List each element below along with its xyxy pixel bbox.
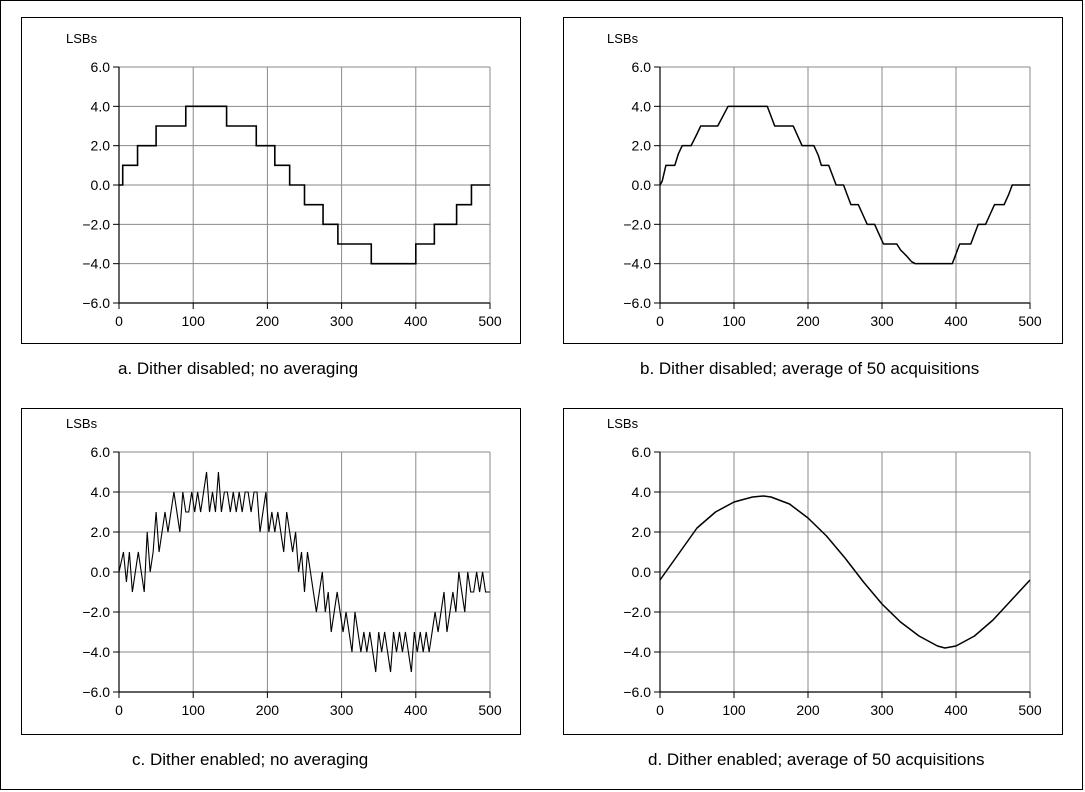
chart-d-ytick-label: 4.0 — [632, 484, 652, 500]
chart-d-xtick-label: 200 — [796, 702, 820, 718]
chart-a-xtick-label: 200 — [256, 313, 280, 329]
chart-c-xtick-label: 400 — [404, 702, 428, 718]
chart-d-xtick-label: 0 — [656, 702, 664, 718]
caption-d: d. Dither enabled; average of 50 acquisi… — [648, 750, 985, 769]
chart-a-series-line — [119, 105, 490, 265]
panel-b-frame — [563, 17, 1063, 344]
chart-a: 6.0 4.0 2.0 0.0 −2.0 −4.0 −6.0 0 100 200 300 400 500… — [66, 31, 502, 329]
chart-b-ylabel: LSBs — [607, 31, 639, 46]
chart-d-ytick-label: −4.0 — [623, 644, 651, 660]
chart-d-ytick-label: 6.0 — [632, 444, 652, 460]
chart-d-ytick-label: −6.0 — [623, 684, 651, 700]
chart-a-xtick-label: 100 — [182, 313, 206, 329]
chart-c-ytick-label: −6.0 — [82, 684, 110, 700]
chart-d-ytick-label: −2.0 — [623, 604, 651, 620]
chart-c-ytick-label: −4.0 — [82, 644, 110, 660]
chart-d-ylabel: LSBs — [607, 416, 639, 431]
chart-a-xtick-label: 500 — [478, 313, 502, 329]
chart-d-ytick-label: 0.0 — [632, 564, 652, 580]
chart-c-xtick-label: 0 — [115, 702, 123, 718]
chart-c-xtick-label: 500 — [478, 702, 502, 718]
chart-b-xtick-label: 400 — [944, 313, 968, 329]
chart-c-series-line — [118, 471, 490, 673]
chart-a-ylabel: LSBs — [66, 31, 98, 46]
chart-a-ytick-label: −6.0 — [82, 295, 110, 311]
chart-d: 6.0 4.0 2.0 0.0 −2.0 −4.0 −6.0 0 100 200 300 400 500… — [607, 416, 1042, 718]
chart-c-ytick-label: 6.0 — [91, 444, 111, 460]
chart-a-ytick-label: −2.0 — [82, 216, 110, 232]
chart-d-ytick-label: 2.0 — [632, 524, 652, 540]
chart-c-ytick-label: 4.0 — [91, 484, 111, 500]
chart-d-xtick-label: 500 — [1018, 702, 1042, 718]
chart-b-xtick-label: 200 — [796, 313, 820, 329]
chart-a-xtick-label: 300 — [330, 313, 354, 329]
chart-c-ytick-label: 2.0 — [91, 524, 111, 540]
chart-d-xtick-label: 100 — [722, 702, 746, 718]
chart-b-ytick-label: 2.0 — [632, 138, 652, 154]
chart-a-xtick-label: 0 — [115, 313, 123, 329]
chart-c: 6.0 4.0 2.0 0.0 −2.0 −4.0 −6.0 0 100 200 300 400 500… — [66, 416, 502, 718]
chart-a-ytick-label: 4.0 — [91, 98, 111, 114]
chart-c-ylabel: LSBs — [66, 416, 98, 431]
chart-b-series-line — [659, 105, 1030, 265]
chart-b-ytick-label: −2.0 — [623, 216, 651, 232]
chart-b-xtick-label: 0 — [656, 313, 664, 329]
caption-c: c. Dither enabled; no averaging — [132, 750, 369, 769]
chart-b-ytick-label: 4.0 — [632, 98, 652, 114]
chart-a-ytick-label: −4.0 — [82, 256, 110, 272]
chart-c-ytick-label: −2.0 — [82, 604, 110, 620]
chart-b-ytick-label: 6.0 — [632, 59, 652, 75]
chart-a-ytick-label: 6.0 — [91, 59, 111, 75]
chart-b-ytick-label: 0.0 — [632, 177, 652, 193]
chart-b-xtick-label: 500 — [1018, 313, 1042, 329]
chart-c-xtick-label: 200 — [256, 702, 280, 718]
chart-b-ytick-label: −4.0 — [623, 256, 651, 272]
chart-b: 6.0 4.0 2.0 0.0 −2.0 −4.0 −6.0 0 100 200 300 400 500… — [607, 31, 1042, 329]
chart-d-xtick-label: 400 — [944, 702, 968, 718]
chart-a-ytick-label: 0.0 — [91, 177, 111, 193]
chart-b-ytick-label: −6.0 — [623, 295, 651, 311]
chart-a-ytick-label: 2.0 — [91, 138, 111, 154]
chart-d-series-line — [659, 495, 1031, 649]
chart-c-xtick-label: 300 — [330, 702, 354, 718]
chart-c-ytick-label: 0.0 — [91, 564, 111, 580]
chart-b-xtick-label: 300 — [870, 313, 894, 329]
caption-b: b. Dither disabled; average of 50 acquis… — [640, 359, 980, 378]
panel-a-frame — [21, 17, 521, 344]
chart-a-xtick-label: 400 — [404, 313, 428, 329]
chart-d-xtick-label: 300 — [870, 702, 894, 718]
caption-a: a. Dither disabled; no averaging — [118, 359, 359, 378]
chart-c-xtick-label: 100 — [182, 702, 206, 718]
chart-b-xtick-label: 100 — [722, 313, 746, 329]
